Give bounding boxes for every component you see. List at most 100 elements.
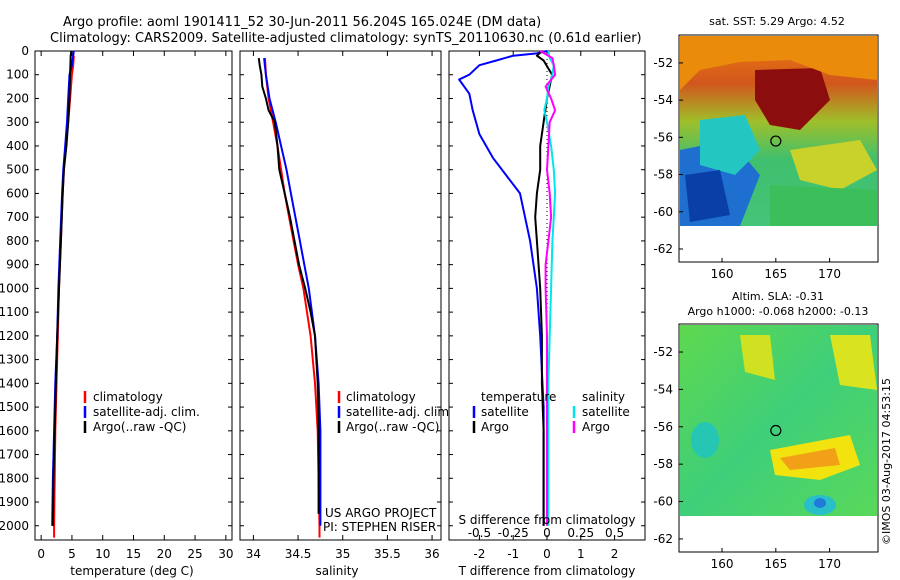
depth-tick-label: 0 — [21, 44, 29, 58]
sst-warm-core — [755, 68, 830, 130]
lat-tick-label: -60 — [653, 205, 673, 219]
salinity-axes-frame — [239, 50, 442, 541]
x-tick-label: 34 — [246, 547, 261, 561]
lat-tick-label: -52 — [653, 345, 673, 359]
legend-temperature-heading: temperature — [481, 390, 556, 404]
sla-yellow-blob-3 — [740, 335, 775, 380]
lat-tick-label: -52 — [653, 56, 673, 70]
depth-tick-label: 1800 — [0, 471, 29, 485]
depth-tick-label: 600 — [6, 186, 29, 200]
x-tick-label: 25 — [187, 547, 202, 561]
depth-axis-labels: 0 100 200 300 400 500 600 700 800 900 1000 1100 1200… — [0, 44, 29, 533]
sst-cyan-patch — [700, 115, 760, 175]
secondary-x-tick-label: 0.25 — [567, 526, 594, 540]
depth-tick-label: 1100 — [0, 305, 29, 319]
s-difference-xlabel: S difference from climatology — [459, 513, 636, 527]
credit-pi: PI: STEPHEN RISER — [323, 520, 436, 534]
sst-orange-band — [680, 36, 877, 90]
sst-yellow-patch — [790, 140, 877, 190]
temperature-axes-frame — [34, 50, 233, 541]
x-tick-label: 36 — [424, 547, 439, 561]
legend-t-satellite-label: satellite — [481, 405, 529, 419]
depth-tick-label: 1900 — [0, 495, 29, 509]
temperature-legend: climatology satellite-adj. clim. Argo(..… — [83, 390, 200, 434]
salinity-panel: 34 34.5 35 35.5 36 climatology satellite-adj… — [239, 50, 453, 578]
sla-land-mask — [680, 516, 877, 551]
x-tick-label: 20 — [157, 547, 172, 561]
sla-cyan-spot-1 — [691, 422, 719, 458]
secondary-x-tick-label: 0 — [543, 526, 551, 540]
x-tick-label: 5 — [68, 547, 76, 561]
depth-tick-label: 500 — [6, 163, 29, 177]
legend-argo-label: Argo(..raw -QC) — [93, 420, 186, 434]
lat-tick-label: -54 — [653, 93, 673, 107]
depth-tick-label: 200 — [6, 91, 29, 105]
legend-s-argo-label: Argo — [582, 420, 610, 434]
legend-satellite-clim-label: satellite-adj. clim. — [93, 405, 200, 419]
difference-legend: temperature salinity satellite Argo sate… — [472, 390, 630, 434]
legend-argo-label: Argo(..raw -QC) — [346, 420, 439, 434]
legend-salinity-heading: salinity — [582, 390, 625, 404]
x-tick-label: -2 — [473, 547, 485, 561]
x-tick-label: 30 — [218, 547, 233, 561]
sla-yellow-blob-2 — [830, 335, 877, 390]
salinity-xlabel: salinity — [315, 564, 358, 578]
temperature-xlabel: temperature (deg C) — [70, 564, 193, 578]
sst-dark-blue-patch — [685, 170, 730, 222]
secondary-x-tick-label: 0.5 — [605, 526, 624, 540]
lat-tick-label: -62 — [653, 242, 673, 256]
t-difference-xlabel: T difference from climatology — [458, 564, 636, 578]
salinity-series — [257, 57, 322, 538]
series-line — [539, 50, 557, 526]
sst-argo-location-marker — [770, 135, 782, 147]
imos-watermark: ©IMOS 03-Aug-2017 04:53:15 — [880, 378, 893, 545]
legend-satellite-clim-label: satellite-adj. clim. — [346, 405, 453, 419]
lat-tick-label: -56 — [653, 420, 673, 434]
x-tick-label: 10 — [95, 547, 110, 561]
depth-tick-label: 800 — [6, 234, 29, 248]
depth-tick-label: 1200 — [0, 329, 29, 343]
argo-location-circle — [770, 135, 782, 147]
x-tick-label: -1 — [507, 547, 519, 561]
depth-tick-label: 700 — [6, 210, 29, 224]
sla-map-panel: Altim. SLA: -0.31 Argo h1000: -0.068 h20… — [653, 290, 879, 571]
lon-tick-label: 165 — [764, 267, 787, 281]
depth-tick-label: 1300 — [0, 353, 29, 367]
depth-tick-label: 1400 — [0, 376, 29, 390]
x-tick-label: 35.5 — [374, 547, 401, 561]
legend-t-argo-label: Argo — [481, 420, 509, 434]
lat-tick-label: -58 — [653, 168, 673, 182]
lon-tick-label: 170 — [818, 267, 841, 281]
difference-ticks: -2 -1 0 1 2 -0.5 -0.25 0 0.25 0.5 — [449, 50, 645, 561]
sst-map-panel: sat. SST: 5.29 Argo: 4.52 160 165 170 -52 -5… — [653, 15, 879, 281]
series-line — [263, 57, 322, 526]
depth-tick-label: 1500 — [0, 400, 29, 414]
argo-location-circle — [770, 424, 782, 437]
series-line — [257, 57, 320, 514]
depth-tick-label: 2000 — [0, 519, 29, 533]
x-tick-label: 15 — [126, 547, 141, 561]
lon-tick-label: 170 — [818, 557, 841, 571]
depth-tick-label: 1000 — [0, 281, 29, 295]
x-tick-label: 0 — [37, 547, 45, 561]
difference-series — [458, 50, 557, 526]
sla-map-title: Altim. SLA: -0.31 — [732, 290, 824, 303]
sst-green-patch — [770, 185, 877, 226]
temperature-panel: 0100200300400500600700800900100011001200… — [0, 44, 233, 578]
sla-blue-spot — [814, 498, 826, 508]
lat-tick-label: -56 — [653, 130, 673, 144]
sla-orange-core — [780, 448, 840, 470]
sla-argo-location-marker — [770, 424, 782, 437]
depth-tick-label: 900 — [6, 258, 29, 272]
lat-tick-label: -58 — [653, 457, 673, 471]
legend-climatology-label: climatology — [346, 390, 416, 404]
x-tick-label: 1 — [577, 547, 585, 561]
series-line — [543, 50, 557, 526]
sst-map-title: sat. SST: 5.29 Argo: 4.52 — [709, 15, 845, 28]
temperature-ticks: 0 5 10 15 20 25 30 — [35, 50, 233, 561]
lon-tick-label: 165 — [764, 557, 787, 571]
legend-s-satellite-label: satellite — [582, 405, 630, 419]
sst-heatmap — [680, 36, 877, 261]
salinity-ticks: 34 34.5 35 35.5 36 — [240, 50, 441, 561]
